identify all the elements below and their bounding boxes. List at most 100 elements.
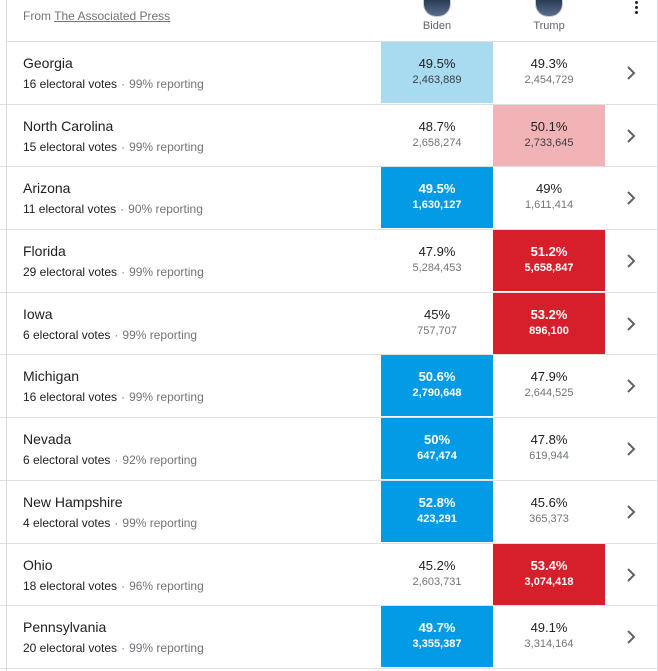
biden-votes: 1,630,127 [412, 199, 462, 212]
biden-percent: 48.7% [418, 118, 456, 134]
trump-votes: 2,644,525 [524, 387, 574, 400]
state-row[interactable]: Iowa 6 electoral votes · 99% reporting 45%… [0, 292, 658, 356]
biden-percent: 49.5% [418, 181, 456, 197]
meta-separator: · [121, 265, 126, 280]
reporting-status: 90% reporting [128, 202, 203, 217]
state-row[interactable]: North Carolina 15 electoral votes · 99% re… [0, 104, 658, 168]
trump-percent: 53.2% [530, 306, 568, 322]
meta-separator: · [114, 327, 119, 342]
trump-votes: 5,658,847 [524, 262, 574, 275]
chevron-right-icon[interactable] [624, 441, 638, 457]
biden-votes: 647,474 [417, 450, 457, 463]
source-prefix: From [23, 9, 51, 23]
state-name: North Carolina [23, 117, 114, 134]
trump-percent: 49% [535, 181, 563, 197]
header-divider [6, 41, 658, 42]
reporting-status: 99% reporting [129, 641, 204, 656]
chevron-right-icon[interactable] [624, 378, 638, 394]
biden-percent: 49.5% [418, 56, 456, 71]
meta-separator: · [114, 453, 119, 468]
state-row[interactable]: New Hampshire 4 electoral votes · 99% repo… [0, 480, 658, 544]
electoral-votes: 16 electoral votes [23, 77, 118, 91]
meta-separator: · [114, 515, 119, 530]
electoral-votes: 6 electoral votes [23, 327, 111, 342]
reporting-status: 92% reporting [122, 453, 198, 468]
state-name: Florida [23, 243, 66, 260]
state-name: Pennsylvania [23, 619, 107, 636]
trump-result-cell: 49.1% 3,314,164 [493, 606, 605, 667]
electoral-votes: 20 electoral votes [23, 641, 118, 656]
biden-result-cell: 52.8% 423,291 [381, 480, 493, 542]
biden-result-cell: 49.5% 1,630,127 [381, 167, 493, 229]
state-meta: 6 electoral votes · 92% reporting [23, 453, 197, 467]
trump-percent: 47.9% [530, 369, 568, 385]
reporting-status: 99% reporting [129, 139, 204, 154]
more-vert-icon[interactable] [630, 0, 644, 18]
state-meta: 18 electoral votes · 96% reporting [23, 579, 204, 593]
reporting-status: 99% reporting [129, 77, 204, 91]
candidate-name-biden: Biden [422, 20, 452, 32]
source-link[interactable]: The Associated Press [54, 9, 171, 23]
chevron-right-icon[interactable] [624, 629, 638, 645]
biden-result-cell: 50% 647,474 [381, 418, 493, 480]
state-name: Nevada [23, 431, 72, 448]
reporting-status: 99% reporting [122, 515, 198, 530]
chevron-right-icon[interactable] [624, 65, 638, 81]
trump-votes: 3,074,418 [524, 575, 574, 588]
state-name: Iowa [23, 305, 53, 322]
biden-result-cell: 50.6% 2,790,648 [381, 355, 493, 417]
state-meta: 20 electoral votes · 99% reporting [23, 641, 204, 655]
trump-result-cell: 49% 1,611,414 [493, 167, 605, 228]
state-row[interactable]: Ohio 18 electoral votes · 96% reporting 45… [0, 543, 658, 607]
meta-separator: · [121, 77, 126, 91]
state-row[interactable]: Pennsylvania 20 electoral votes · 99% repo… [0, 606, 658, 669]
trump-result-cell: 53.2% 896,100 [493, 292, 605, 354]
meta-separator: · [121, 641, 126, 656]
electoral-votes: 4 electoral votes [23, 515, 111, 530]
biden-percent: 45% [423, 306, 451, 322]
reporting-status: 99% reporting [122, 327, 198, 342]
trump-result-cell: 47.8% 619,944 [493, 418, 605, 479]
state-row[interactable]: Florida 29 electoral votes · 99% reporting… [0, 230, 658, 293]
chevron-right-icon[interactable] [624, 190, 638, 206]
state-row[interactable]: Nevada 6 electoral votes · 92% reporting 5… [0, 418, 658, 481]
state-meta: 15 electoral votes · 99% reporting [23, 140, 204, 154]
trump-result-cell: 45.6% 365,373 [493, 481, 605, 542]
state-row[interactable]: Michigan 16 electoral votes · 99% reportin… [0, 355, 658, 419]
chevron-right-icon[interactable] [624, 504, 638, 520]
chevron-right-icon[interactable] [624, 316, 638, 332]
state-results-list: Georgia 16 electoral votes · 99% reporting… [0, 42, 658, 669]
state-meta: 29 electoral votes · 99% reporting [23, 265, 204, 279]
state-name: Georgia [23, 55, 73, 71]
state-name: Ohio [23, 556, 53, 573]
trump-percent: 49.3% [530, 56, 568, 71]
biden-percent: 49.7% [418, 620, 456, 636]
biden-result-cell: 47.9% 5,284,453 [381, 230, 493, 291]
biden-result-cell: 48.7% 2,658,274 [381, 105, 493, 166]
meta-separator: · [121, 578, 126, 593]
state-row[interactable]: Arizona 11 electoral votes · 90% reporting… [0, 167, 658, 231]
state-row[interactable]: Georgia 16 electoral votes · 99% reporting… [0, 42, 658, 105]
biden-percent: 47.9% [418, 244, 456, 260]
trump-votes: 365,373 [529, 512, 569, 525]
electoral-votes: 6 electoral votes [23, 453, 111, 468]
trump-votes: 1,611,414 [524, 199, 574, 212]
state-meta: 16 electoral votes · 99% reporting [23, 390, 204, 404]
biden-votes: 2,463,889 [412, 74, 462, 86]
biden-avatar [423, 0, 451, 17]
chevron-right-icon[interactable] [624, 128, 638, 144]
reporting-status: 99% reporting [129, 390, 204, 405]
state-name: New Hampshire [23, 493, 123, 510]
chevron-right-icon[interactable] [624, 253, 638, 269]
trump-percent: 49.1% [530, 620, 568, 636]
trump-result-cell: 50.1% 2,733,645 [493, 104, 605, 166]
reporting-status: 99% reporting [129, 265, 204, 280]
trump-avatar [535, 0, 563, 17]
trump-votes: 896,100 [529, 324, 569, 337]
electoral-votes: 29 electoral votes [23, 265, 118, 280]
electoral-votes: 18 electoral votes [23, 578, 118, 593]
biden-percent: 50% [423, 432, 451, 448]
biden-result-cell: 49.5% 2,463,889 [381, 42, 493, 103]
biden-votes: 2,603,731 [412, 575, 462, 588]
chevron-right-icon[interactable] [624, 567, 638, 583]
